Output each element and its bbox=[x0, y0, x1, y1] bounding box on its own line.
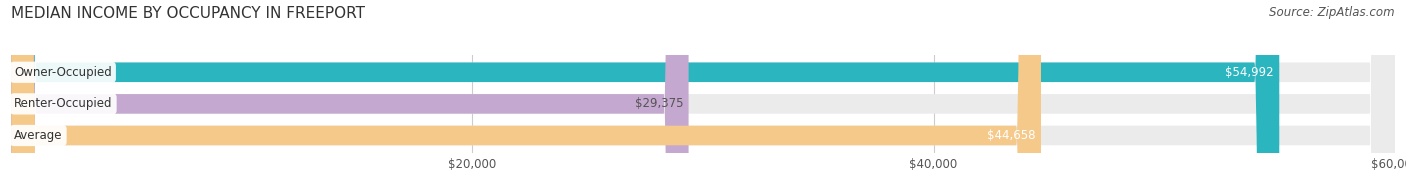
FancyBboxPatch shape bbox=[11, 0, 1279, 196]
FancyBboxPatch shape bbox=[11, 0, 689, 196]
FancyBboxPatch shape bbox=[11, 0, 1395, 196]
Text: $29,375: $29,375 bbox=[634, 97, 683, 110]
Text: MEDIAN INCOME BY OCCUPANCY IN FREEPORT: MEDIAN INCOME BY OCCUPANCY IN FREEPORT bbox=[11, 6, 366, 21]
Text: Renter-Occupied: Renter-Occupied bbox=[14, 97, 112, 110]
Text: Source: ZipAtlas.com: Source: ZipAtlas.com bbox=[1270, 6, 1395, 19]
FancyBboxPatch shape bbox=[11, 0, 1040, 196]
FancyBboxPatch shape bbox=[11, 0, 1395, 196]
Text: $44,658: $44,658 bbox=[987, 129, 1035, 142]
Text: $54,992: $54,992 bbox=[1225, 66, 1274, 79]
Text: Average: Average bbox=[14, 129, 62, 142]
Text: Owner-Occupied: Owner-Occupied bbox=[14, 66, 111, 79]
FancyBboxPatch shape bbox=[11, 0, 1395, 196]
